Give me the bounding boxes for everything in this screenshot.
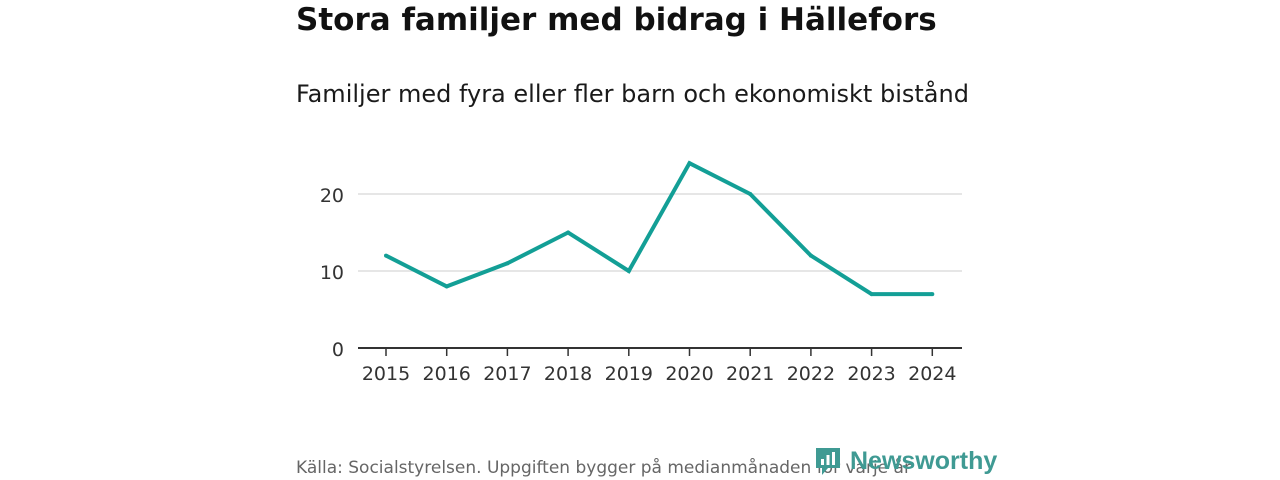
data-point: [384, 253, 388, 258]
y-tick-label: 20: [320, 185, 344, 207]
x-tick-label: 2023: [847, 363, 895, 385]
x-tick-label: 2024: [908, 363, 956, 385]
x-tick-label: 2022: [787, 363, 835, 385]
x-tick-label: 2017: [483, 363, 531, 385]
data-point: [626, 269, 631, 273]
grid-lines: [358, 193, 962, 272]
series-line-0: [385, 160, 933, 297]
source-note: Källa: Socialstyrelsen. Uppgiften bygger…: [296, 458, 911, 478]
data-point: [748, 192, 753, 196]
chart-title: Stora familjer med bidrag i Hällefors: [296, 2, 937, 38]
chart-subtitle: Familjer med fyra eller fler barn och ek…: [296, 80, 969, 108]
data-point: [566, 230, 571, 235]
newsworthy-logo-icon: [816, 448, 840, 475]
y-tick-label: 10: [320, 262, 344, 284]
series: [384, 160, 935, 297]
x-tick-label: 2018: [544, 363, 592, 385]
x-tick-label: 2021: [726, 363, 774, 385]
data-point: [687, 161, 692, 166]
brand-logo-group: Newsworthy: [814, 446, 997, 476]
x-tick-label: 2019: [605, 363, 653, 385]
data-point: [808, 253, 813, 258]
data-point: [869, 292, 874, 297]
x-tick-label: 2020: [665, 363, 713, 385]
data-point: [444, 284, 449, 289]
y-tick-label: 0: [332, 339, 344, 361]
x-axis-ticks: 2015 2016 2017 2018 2019 2020 2021 2022 2023 2024: [362, 348, 956, 385]
data-point: [930, 292, 935, 297]
brand-name: Newsworthy: [850, 446, 998, 475]
y-axis-ticks: 0 10 20: [320, 185, 344, 361]
x-tick-label: 2016: [423, 363, 471, 385]
data-point: [505, 261, 510, 266]
x-tick-label: 2015: [362, 363, 410, 385]
